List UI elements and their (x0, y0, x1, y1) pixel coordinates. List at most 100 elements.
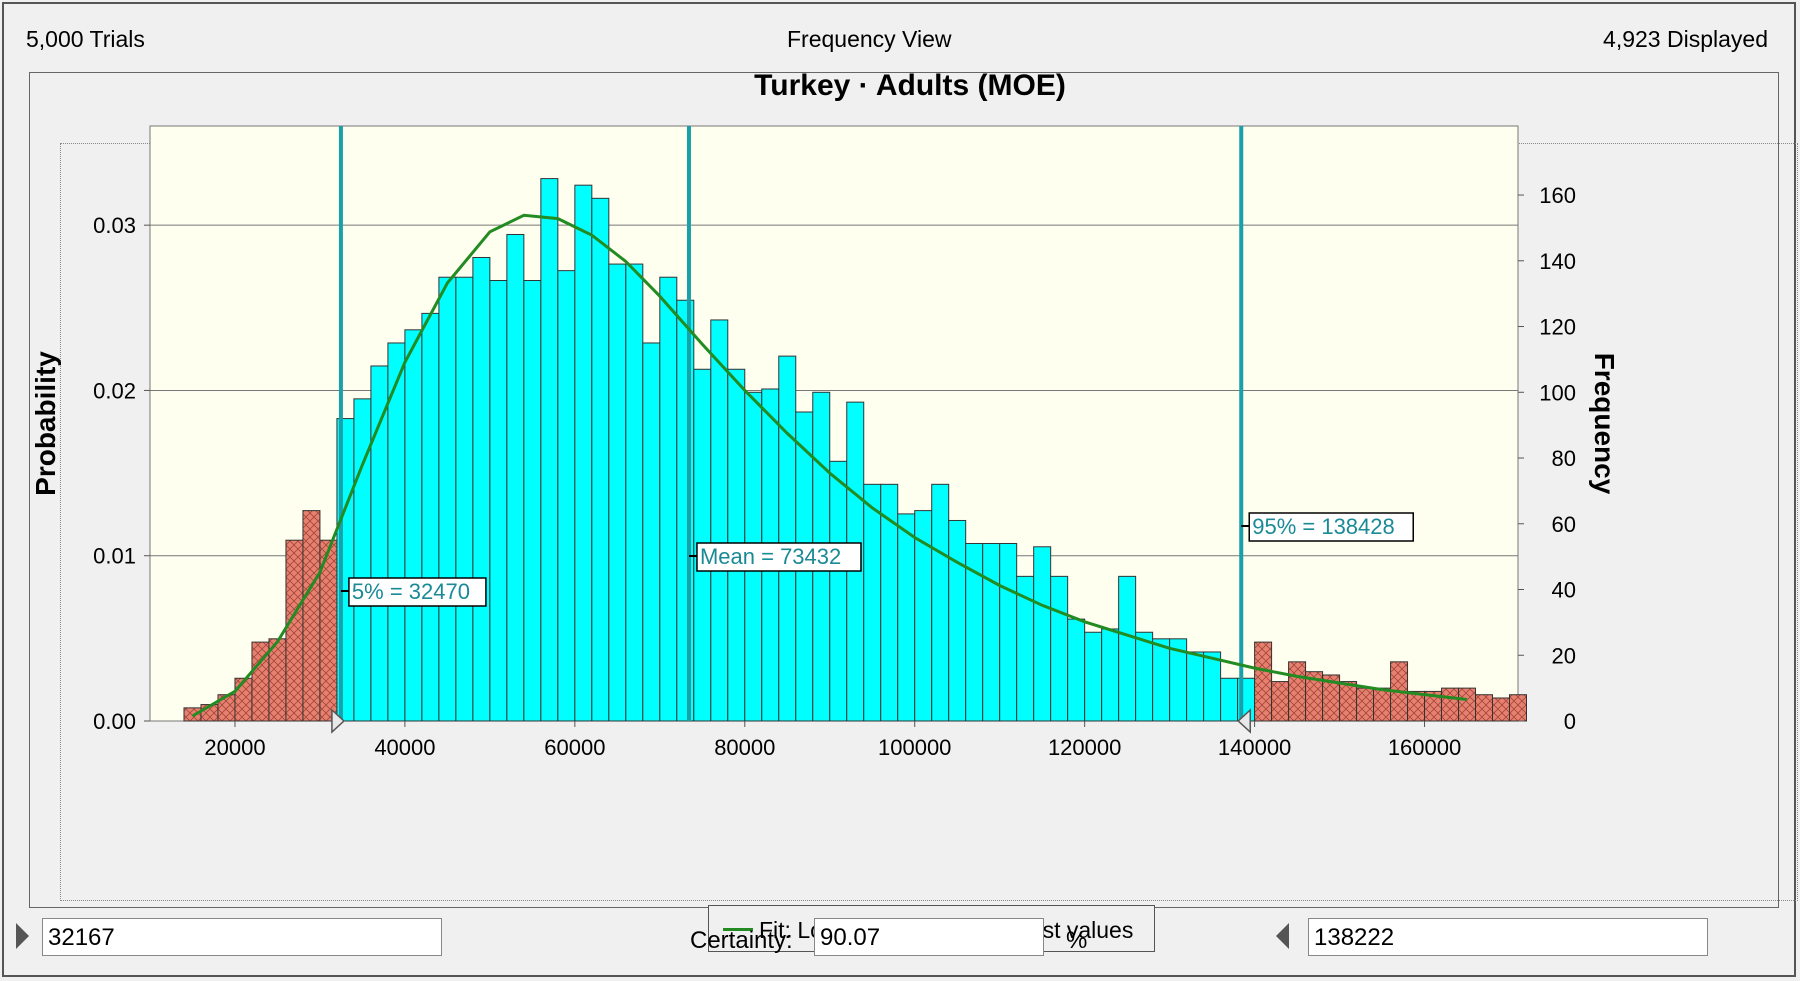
y2-tick-label: 140 (1539, 249, 1576, 274)
x-tick-label: 120000 (1048, 735, 1121, 760)
trials-count: 5,000 Trials (26, 26, 145, 52)
marker-label-box (1248, 512, 1414, 542)
marker-label: 5% = 32470 (352, 579, 470, 604)
marker-label: Mean = 73432 (700, 544, 841, 569)
marker-label-box (696, 542, 862, 572)
histogram-bar (523, 280, 542, 722)
histogram-bar (1101, 628, 1120, 722)
y2-tick-label: 80 (1552, 446, 1576, 471)
y2-tick-label: 100 (1539, 380, 1576, 405)
certainty-label: Certainty: (690, 927, 793, 954)
histogram-bar (625, 263, 644, 722)
histogram-bar (489, 280, 508, 722)
histogram-bar (863, 483, 882, 722)
histogram-bar (608, 263, 627, 722)
histogram-bar (897, 513, 916, 722)
histogram-bar (1271, 681, 1290, 722)
y2-tick-label: 160 (1539, 183, 1576, 208)
histogram-bar (234, 677, 253, 722)
left-bound-input[interactable]: 32167 (42, 918, 442, 956)
chart-panel: Turkey · Adults (MOE) 5% = 32470 Mean = 7… (29, 72, 1798, 952)
histogram-bar (1084, 631, 1103, 722)
left-grabber-icon[interactable] (16, 923, 29, 949)
marker-label-box (348, 577, 487, 607)
histogram-bar (676, 299, 695, 722)
histogram-bar (404, 329, 423, 722)
y2-tick-label: 120 (1539, 315, 1576, 340)
y-tick-label: 0.01 (93, 544, 136, 569)
histogram-bar (1186, 651, 1205, 722)
certainty-unit: % (1066, 927, 1088, 954)
histogram-bar (268, 638, 287, 722)
histogram-bar (642, 342, 661, 722)
x-tick-label: 20000 (204, 735, 265, 760)
histogram-bar (1118, 575, 1137, 722)
histogram-bar (1220, 677, 1239, 722)
histogram-bar (1288, 661, 1307, 722)
x-tick-label: 160000 (1388, 735, 1461, 760)
y2-tick-label: 20 (1552, 643, 1576, 668)
y-tick-label: 0.02 (93, 378, 136, 403)
histogram-bar (285, 539, 304, 722)
histogram-bar (778, 355, 797, 722)
histogram-bar (472, 256, 491, 722)
histogram-bar (1356, 687, 1375, 722)
histogram-bar (591, 197, 610, 722)
histogram-bar (438, 276, 457, 722)
histogram-bar (506, 233, 525, 722)
histogram-bar (999, 542, 1018, 722)
lognormal-fit-line (191, 213, 1468, 718)
left-marker-triangle (331, 708, 346, 734)
y2-tick-label: 40 (1552, 578, 1576, 603)
y-tick-label: 0.00 (93, 709, 136, 734)
y2-tick-label: 0 (1564, 709, 1576, 734)
histogram-bar (948, 519, 967, 722)
right-grabber-icon[interactable] (1276, 923, 1289, 949)
x-tick-label: 80000 (714, 735, 775, 760)
right-bound-input[interactable]: 138222 (1308, 918, 1708, 956)
y-axis-label: Probability (30, 351, 61, 496)
certainty-input[interactable]: 90.07 (814, 918, 1044, 956)
histogram-bar (982, 542, 1001, 722)
histogram-bar (421, 312, 440, 722)
histogram-bar (1033, 546, 1052, 722)
y2-tick-label: 60 (1552, 512, 1576, 537)
histogram-bar (829, 460, 848, 722)
histogram-bar (1475, 694, 1494, 722)
y2-axis-label: Frequency (1589, 353, 1620, 495)
histogram-bar (1067, 618, 1086, 722)
fit-legend-swatch (723, 928, 753, 931)
histogram-bar (1152, 638, 1171, 722)
histogram-chart: Turkey · Adults (MOE) 5% = 32470 Mean = 7… (30, 73, 1620, 760)
histogram-bar (659, 276, 678, 722)
histogram-bar (1050, 575, 1069, 722)
histogram-bar (540, 178, 559, 722)
histogram-bar (574, 184, 593, 722)
view-mode-label: Frequency View (787, 26, 952, 52)
histogram-bar (1203, 651, 1222, 722)
x-tick-label: 40000 (374, 735, 435, 760)
histogram-bar (1492, 697, 1511, 722)
marker-label: 95% = 138428 (1252, 514, 1395, 539)
histogram-bar (1135, 631, 1154, 722)
histogram-bar (1407, 690, 1426, 722)
histogram-bar (1339, 681, 1358, 722)
histogram-bar (1373, 687, 1392, 722)
chart-title: Turkey · Adults (MOE) (754, 73, 1066, 102)
right-marker-triangle (1237, 708, 1251, 734)
x-tick-label: 140000 (1218, 735, 1291, 760)
x-tick-label: 60000 (544, 735, 605, 760)
histogram-bar (931, 483, 950, 722)
histogram-bar (455, 276, 474, 722)
histogram-bar (370, 365, 389, 722)
x-tick-label: 100000 (878, 735, 951, 760)
histogram-bar (1254, 641, 1273, 722)
histogram-bar (302, 510, 321, 722)
histogram-bar (1441, 687, 1460, 722)
histogram-bar (710, 319, 729, 722)
histogram-bar (1509, 694, 1527, 722)
y-tick-label: 0.03 (93, 213, 136, 238)
histogram-bar (557, 270, 576, 722)
histogram-bar (1458, 687, 1477, 722)
